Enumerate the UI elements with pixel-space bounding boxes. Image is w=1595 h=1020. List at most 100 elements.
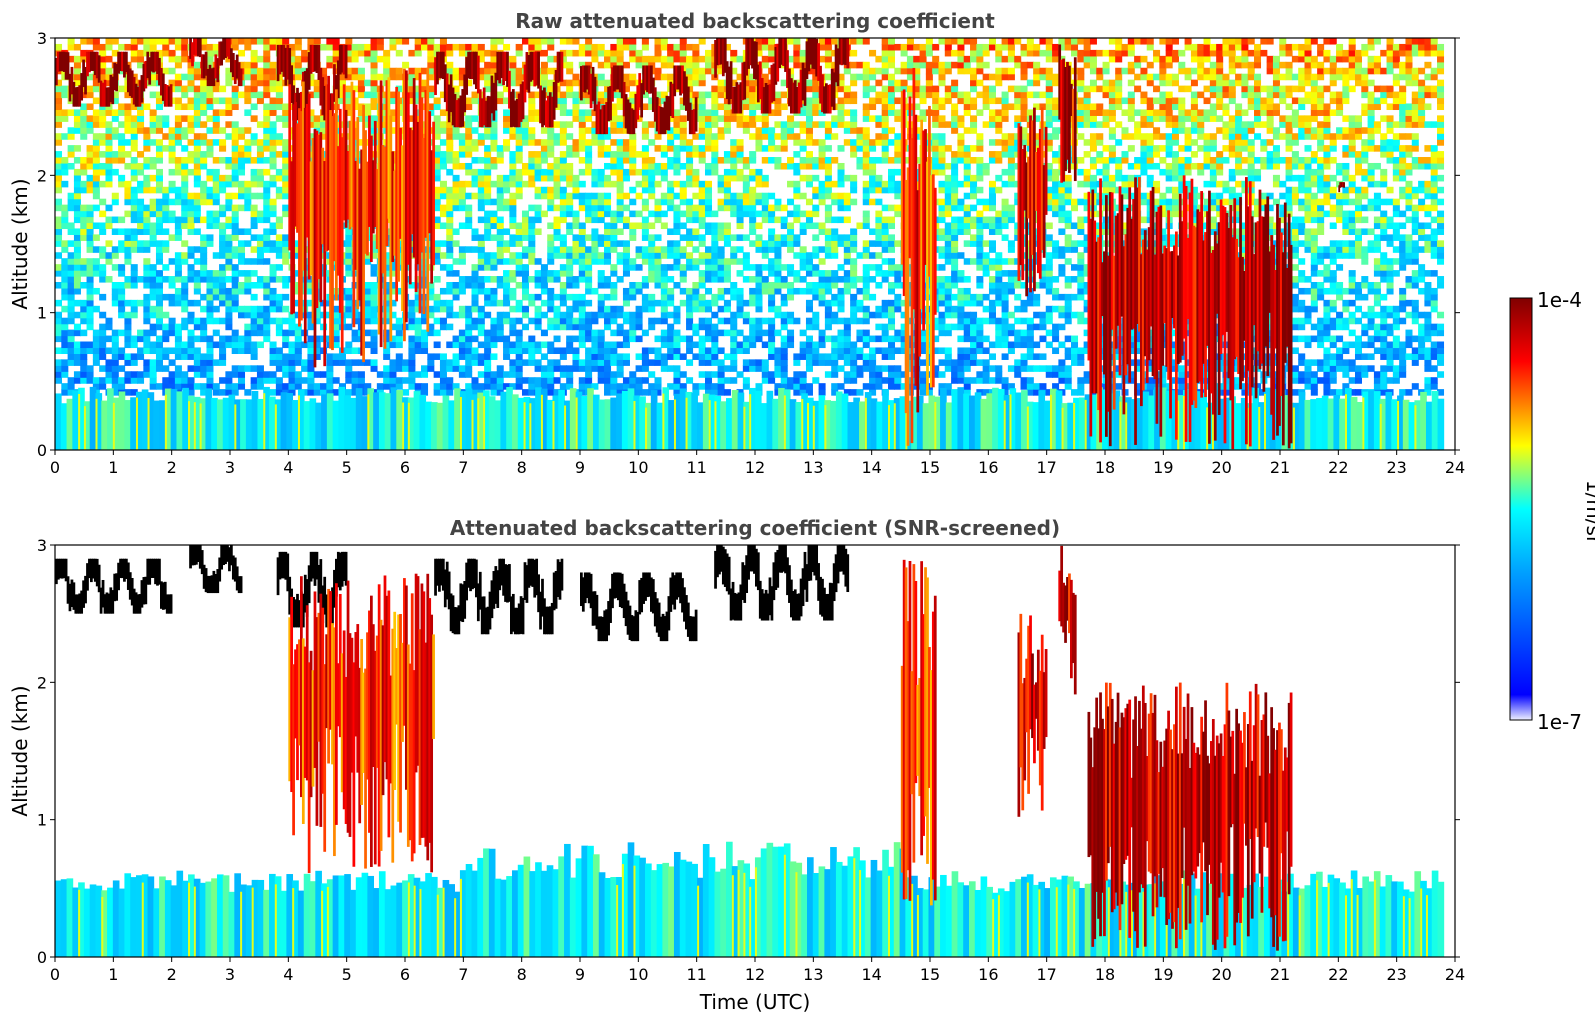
noise-cell bbox=[831, 115, 839, 122]
noise-cell bbox=[711, 270, 719, 277]
noise-cell bbox=[124, 198, 132, 206]
noise-cell bbox=[503, 115, 511, 122]
noise-cell bbox=[231, 293, 239, 301]
noise-cell bbox=[130, 121, 138, 128]
noise-cell bbox=[143, 240, 151, 247]
noise-cell bbox=[433, 240, 441, 247]
noise-cell bbox=[843, 97, 851, 105]
noise-cell bbox=[250, 79, 258, 87]
noise-cell bbox=[578, 97, 586, 105]
noise-cell bbox=[686, 151, 694, 158]
noise-cell bbox=[591, 43, 599, 51]
noise-cell bbox=[124, 139, 132, 146]
noise-cell bbox=[837, 162, 845, 170]
noise-cell bbox=[534, 228, 542, 235]
noise-cell bbox=[269, 97, 277, 105]
noise-cell bbox=[622, 359, 630, 366]
noise-cell bbox=[345, 109, 353, 116]
noise-cell bbox=[105, 216, 113, 224]
noise-cell bbox=[433, 97, 441, 105]
noise-cell bbox=[736, 299, 744, 307]
noise-cell bbox=[692, 91, 700, 99]
noise-cell bbox=[635, 281, 643, 289]
noise-cell bbox=[244, 228, 252, 235]
noise-cell bbox=[698, 145, 706, 152]
noise-cell bbox=[433, 317, 441, 325]
noise-cell bbox=[622, 127, 630, 134]
noise-cell bbox=[174, 85, 182, 93]
noise-cell bbox=[238, 305, 246, 313]
noise-cell bbox=[692, 55, 700, 63]
noise-cell bbox=[282, 145, 290, 152]
noise-cell bbox=[439, 43, 447, 51]
noise-cell bbox=[686, 228, 694, 235]
noise-cell bbox=[256, 38, 264, 45]
noise-cell bbox=[118, 383, 126, 390]
noise-cell bbox=[174, 139, 182, 146]
noise-cell bbox=[86, 299, 94, 307]
noise-cell bbox=[370, 299, 378, 307]
noise-cell bbox=[850, 151, 858, 158]
noise-cell bbox=[578, 270, 586, 277]
noise-cell bbox=[559, 323, 567, 331]
noise-cell bbox=[641, 359, 649, 366]
noise-cell bbox=[862, 335, 870, 343]
noise-cell bbox=[313, 353, 321, 360]
noise-cell bbox=[55, 311, 63, 319]
noise-cell bbox=[629, 323, 637, 331]
noise-cell bbox=[824, 359, 832, 366]
noise-cell bbox=[130, 115, 138, 122]
noise-cell bbox=[850, 79, 858, 87]
noise-cell bbox=[193, 121, 201, 128]
noise-cell bbox=[231, 204, 239, 212]
noise-cell bbox=[616, 55, 624, 63]
noise-cell bbox=[793, 49, 801, 57]
noise-cell bbox=[332, 329, 340, 337]
noise-cell bbox=[111, 246, 119, 253]
noise-cell bbox=[660, 305, 668, 313]
noise-cell bbox=[736, 73, 744, 81]
noise-cell bbox=[174, 43, 182, 51]
noise-cell bbox=[698, 91, 706, 99]
noise-cell bbox=[660, 252, 668, 259]
noise-cell bbox=[275, 276, 283, 283]
noise-cell bbox=[219, 264, 227, 271]
noise-cell bbox=[572, 97, 580, 105]
noise-cell bbox=[629, 157, 637, 164]
noise-cell bbox=[679, 234, 687, 241]
noise-cell bbox=[862, 341, 870, 349]
noise-cell bbox=[55, 103, 63, 111]
noise-cell bbox=[787, 38, 795, 45]
noise-cell bbox=[168, 145, 176, 152]
noise-cell bbox=[181, 258, 189, 265]
noise-cell bbox=[780, 335, 788, 343]
noise-cell bbox=[761, 121, 769, 128]
noise-cell bbox=[566, 246, 574, 253]
noise-cell bbox=[648, 55, 656, 63]
noise-cell bbox=[332, 38, 340, 45]
noise-cell bbox=[856, 299, 864, 307]
noise-cell bbox=[774, 305, 782, 313]
noise-cell bbox=[540, 299, 548, 307]
noise-cell bbox=[269, 85, 277, 93]
noise-cell bbox=[818, 38, 826, 45]
noise-cell bbox=[187, 198, 195, 206]
noise-cell bbox=[193, 133, 201, 140]
noise-cell bbox=[736, 55, 744, 63]
noise-cell bbox=[622, 61, 630, 69]
noise-cell bbox=[130, 145, 138, 152]
noise-cell bbox=[338, 73, 346, 81]
noise-cell bbox=[850, 317, 858, 325]
noise-cell bbox=[622, 264, 630, 271]
noise-cell bbox=[774, 389, 782, 396]
noise-cell bbox=[92, 246, 100, 253]
noise-cell bbox=[168, 371, 176, 378]
noise-cell bbox=[799, 353, 807, 360]
noise-cell bbox=[566, 377, 574, 384]
noise-cell bbox=[118, 174, 126, 182]
noise-cell bbox=[200, 180, 208, 188]
noise-cell bbox=[86, 73, 94, 81]
noise-cell bbox=[787, 133, 795, 140]
noise-cell bbox=[824, 55, 832, 63]
noise-cell bbox=[616, 38, 624, 45]
